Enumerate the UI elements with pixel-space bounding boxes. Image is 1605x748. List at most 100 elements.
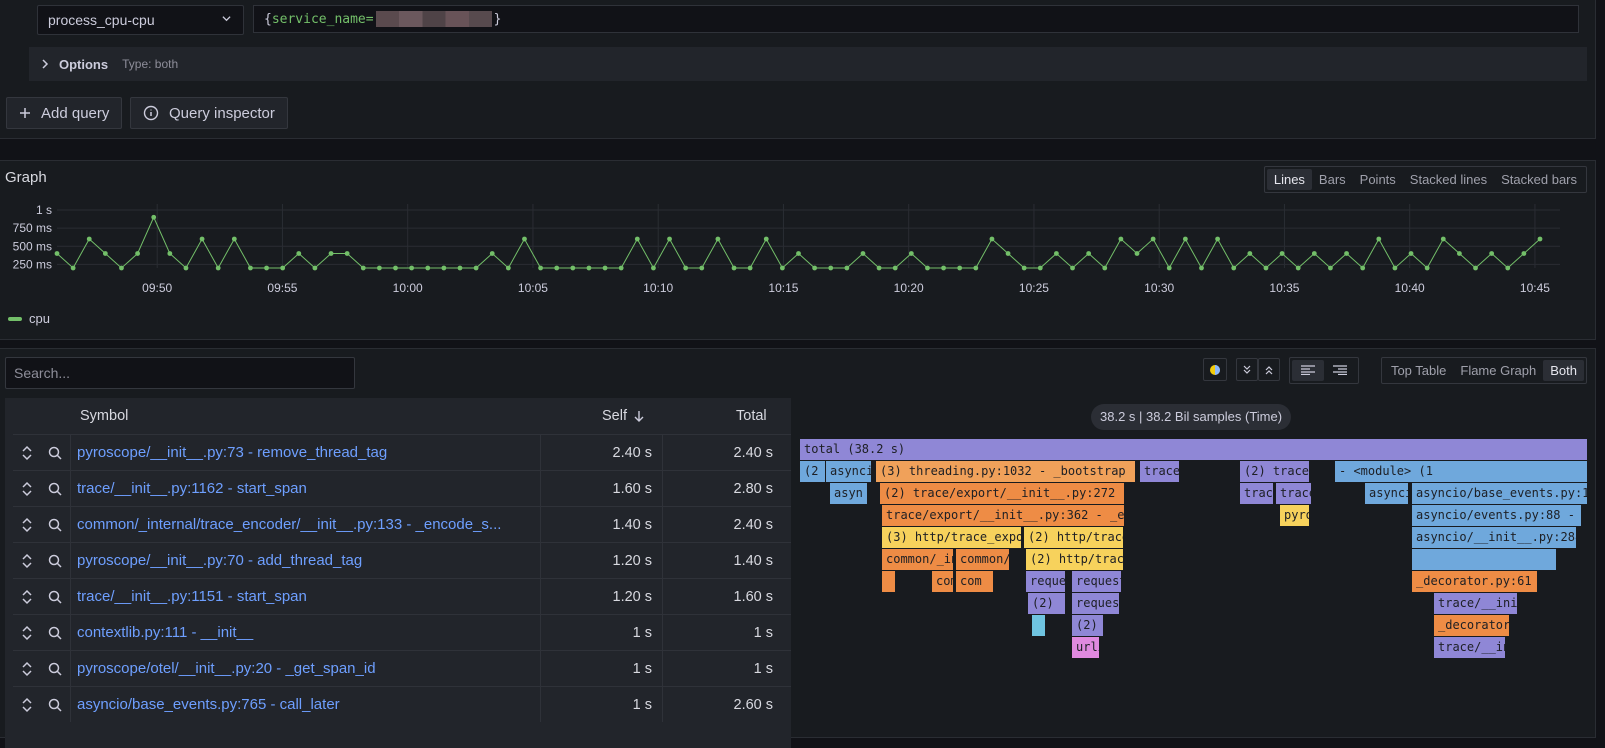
search-icon[interactable] — [48, 518, 62, 532]
align-right-button[interactable] — [1324, 360, 1356, 381]
mode-stacked-bars[interactable]: Stacked bars — [1501, 172, 1577, 187]
flame-frame[interactable]: - <module> (1 — [1335, 461, 1588, 482]
data-point[interactable] — [973, 265, 979, 271]
data-point[interactable] — [763, 236, 769, 242]
data-point[interactable] — [167, 251, 173, 256]
data-point[interactable] — [70, 265, 76, 271]
data-point[interactable] — [908, 251, 914, 256]
flame-frame[interactable] — [1412, 549, 1557, 570]
data-point[interactable] — [796, 251, 801, 256]
data-point[interactable] — [360, 265, 366, 271]
data-point[interactable] — [1376, 236, 1382, 242]
data-point[interactable] — [1150, 236, 1156, 242]
flame-frame[interactable]: asyncio/__init__.py:288 — [1412, 527, 1577, 548]
color-scheme-button[interactable] — [1203, 358, 1227, 381]
flame-frame[interactable]: asyn — [830, 483, 868, 504]
flame-frame[interactable]: trace/export/__init__.py:362 - _exp — [882, 505, 1125, 526]
flame-frame[interactable]: pyro — [1280, 505, 1310, 526]
flame-frame[interactable]: (2) http/trace — [1026, 549, 1124, 570]
data-point[interactable] — [779, 265, 785, 271]
search-icon[interactable] — [48, 590, 62, 604]
data-point[interactable] — [1086, 251, 1092, 256]
data-point[interactable] — [1231, 265, 1237, 271]
data-point[interactable] — [1521, 251, 1527, 256]
data-point[interactable] — [264, 265, 269, 271]
view-switch[interactable]: Top Table Flame Graph Both — [1380, 357, 1587, 384]
flame-frame[interactable]: com — [932, 571, 954, 592]
expand-all-button[interactable] — [1258, 358, 1280, 381]
data-point[interactable] — [1118, 236, 1124, 242]
data-point[interactable] — [425, 265, 431, 271]
data-point[interactable] — [135, 251, 140, 256]
flame-frame[interactable]: (2) http/trace — [1024, 527, 1124, 548]
data-point[interactable] — [1440, 236, 1446, 242]
data-point[interactable] — [441, 265, 447, 271]
data-point[interactable] — [151, 214, 157, 220]
sort-expand-icon[interactable] — [21, 481, 33, 497]
data-point[interactable] — [1247, 251, 1253, 256]
search-icon[interactable] — [48, 626, 62, 640]
column-self[interactable]: Self — [602, 398, 644, 434]
table-row[interactable]: common/_internal/trace_encoder/__init__.… — [13, 506, 791, 542]
data-point[interactable] — [1263, 265, 1269, 271]
sort-expand-icon[interactable] — [21, 589, 33, 605]
flame-frame[interactable]: urli — [1072, 637, 1100, 658]
data-point[interactable] — [634, 236, 640, 242]
data-point[interactable] — [409, 265, 415, 271]
data-point[interactable] — [248, 265, 253, 271]
data-point[interactable] — [1134, 251, 1140, 256]
flame-frame[interactable]: com — [956, 571, 994, 592]
flame-frame[interactable]: reque — [1026, 571, 1066, 592]
data-point[interactable] — [1392, 265, 1398, 271]
data-point[interactable] — [538, 265, 543, 271]
data-point[interactable] — [667, 236, 672, 242]
row-symbol[interactable]: pyroscope/otel/__init__.py:20 - _get_spa… — [71, 651, 541, 686]
cpu-timeseries-chart[interactable]: 1 s 750 ms 500 ms 250 ms 09:50 09:55 10:00 10:0… — [0, 196, 1597, 301]
data-point[interactable] — [812, 265, 818, 271]
data-point[interactable] — [828, 265, 834, 271]
row-symbol[interactable]: pyroscope/__init__.py:70 - add_thread_ta… — [71, 543, 541, 578]
data-point[interactable] — [957, 265, 963, 271]
data-point[interactable] — [393, 265, 398, 271]
text-align-switch[interactable] — [1289, 357, 1359, 384]
data-point[interactable] — [328, 251, 334, 256]
data-point[interactable] — [1295, 265, 1301, 271]
flame-frame[interactable] — [882, 571, 896, 592]
view-top-table[interactable]: Top Table — [1390, 363, 1447, 378]
sort-expand-icon[interactable] — [21, 625, 33, 641]
data-point[interactable] — [892, 265, 898, 271]
data-point[interactable] — [1408, 251, 1414, 256]
data-point[interactable] — [1005, 251, 1011, 256]
data-point[interactable] — [215, 265, 221, 271]
data-point[interactable] — [1279, 251, 1285, 256]
table-row[interactable]: pyroscope/__init__.py:73 - remove_thread… — [13, 434, 791, 470]
data-point[interactable] — [651, 265, 656, 271]
mode-points[interactable]: Points — [1359, 172, 1396, 187]
add-query-button[interactable]: Add query — [6, 97, 123, 129]
flame-frame[interactable]: asyncio/events.py:88 - — [1412, 505, 1582, 526]
data-point[interactable] — [1166, 265, 1172, 271]
graph-legend[interactable]: cpu — [8, 311, 50, 326]
row-symbol[interactable]: trace/__init__.py:1162 - start_span — [71, 471, 541, 506]
row-symbol[interactable]: trace/__init__.py:1151 - start_span — [71, 579, 541, 614]
flame-frame[interactable]: reques — [1072, 593, 1120, 614]
query-inspector-button[interactable]: Query inspector — [130, 97, 288, 129]
graph-mode-switch[interactable]: Lines Bars Points Stacked lines Stacked … — [1263, 166, 1587, 193]
search-icon[interactable] — [48, 662, 62, 676]
collapse-all-button[interactable] — [1236, 358, 1258, 381]
mode-bars[interactable]: Bars — [1318, 172, 1346, 187]
row-symbol[interactable]: common/_internal/trace_encoder/__init__.… — [71, 507, 541, 542]
data-point[interactable] — [1424, 265, 1430, 271]
search-icon[interactable] — [48, 698, 62, 712]
data-point[interactable] — [1457, 251, 1462, 256]
data-point[interactable] — [296, 251, 302, 256]
flame-frame[interactable]: (2 — [800, 461, 826, 482]
row-symbol[interactable]: asyncio/base_events.py:765 - call_later — [71, 687, 541, 722]
data-point[interactable] — [119, 265, 124, 271]
data-point[interactable] — [1360, 265, 1366, 271]
data-point[interactable] — [183, 265, 189, 271]
data-point[interactable] — [876, 265, 882, 271]
data-point[interactable] — [1199, 265, 1204, 271]
data-point[interactable] — [570, 265, 576, 271]
